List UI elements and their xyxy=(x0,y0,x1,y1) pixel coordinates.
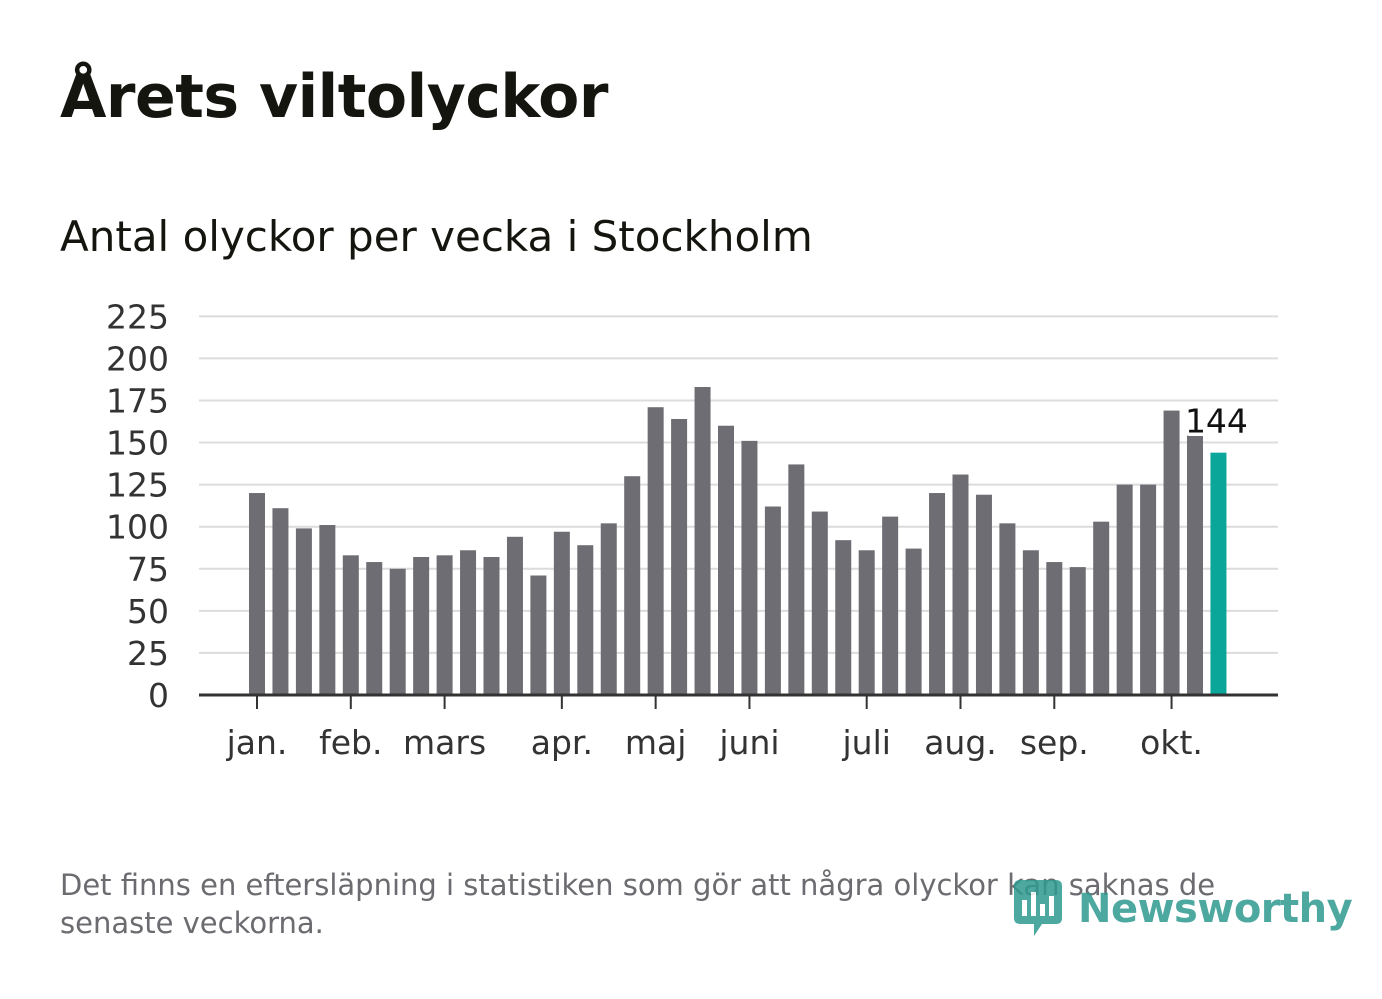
bar xyxy=(413,556,430,695)
bar xyxy=(694,387,711,695)
bar xyxy=(882,516,899,695)
y-tick-label: 50 xyxy=(127,592,169,631)
bar xyxy=(272,508,289,695)
bar xyxy=(835,540,852,695)
x-tick-label: sep. xyxy=(1020,723,1089,762)
newsworthy-logo-icon xyxy=(1014,880,1062,936)
bar xyxy=(718,425,734,695)
x-axis: jan. feb. mars apr. maj juni juli aug. sep. okt. xyxy=(199,693,1278,762)
bar xyxy=(811,511,828,695)
gridlines xyxy=(199,315,1278,654)
newsworthy-logo: Newsworthy xyxy=(1012,878,1353,940)
y-tick-label: 200 xyxy=(106,339,169,378)
bar xyxy=(1022,550,1039,695)
bar xyxy=(249,493,265,695)
bar xyxy=(366,562,383,695)
bars xyxy=(249,387,1227,695)
y-tick-label: 75 xyxy=(127,550,169,589)
bar xyxy=(600,523,617,695)
bar xyxy=(647,407,664,695)
bar xyxy=(1093,521,1110,695)
x-tick-label: mars xyxy=(403,723,486,762)
y-tick-label: 0 xyxy=(148,676,169,715)
x-tick-label: feb. xyxy=(319,723,382,762)
logo-text: Newsworthy xyxy=(1078,886,1353,932)
bar xyxy=(389,568,406,695)
x-tick-label: juli xyxy=(841,723,890,762)
y-tick-label: 100 xyxy=(106,508,169,547)
x-tick-label: maj xyxy=(625,723,687,762)
bar xyxy=(1163,410,1180,695)
chart-title: Årets viltolyckor xyxy=(60,62,609,132)
y-tick-label: 150 xyxy=(106,424,169,463)
bar xyxy=(1046,562,1063,695)
highlight-value-label: 144 xyxy=(1185,402,1248,441)
data-labels: 144 xyxy=(1181,398,1251,444)
bar xyxy=(741,440,758,695)
bar xyxy=(788,464,805,695)
x-tick-label: jan. xyxy=(226,723,288,762)
bar xyxy=(952,474,969,695)
bar xyxy=(999,523,1016,695)
bar xyxy=(530,575,547,695)
bar xyxy=(506,536,523,695)
bar xyxy=(905,548,922,695)
bar xyxy=(342,555,359,695)
bar xyxy=(624,476,641,695)
x-tick-label: okt. xyxy=(1140,723,1203,762)
x-tick-label: juni xyxy=(718,723,779,762)
y-tick-label: 25 xyxy=(127,634,169,673)
x-tick-label: apr. xyxy=(531,723,593,762)
x-tick-label: aug. xyxy=(924,723,997,762)
bar xyxy=(577,545,594,695)
bar xyxy=(858,550,875,695)
y-tick-label: 225 xyxy=(106,297,169,336)
bar xyxy=(1140,484,1157,695)
bar xyxy=(764,506,781,695)
chart-subtitle: Antal olyckor per vecka i Stockholm xyxy=(60,212,813,261)
bar xyxy=(1187,434,1203,695)
bar xyxy=(483,556,500,695)
bar-highlight xyxy=(1210,452,1227,695)
bar xyxy=(436,555,453,695)
bar xyxy=(975,494,992,695)
bar xyxy=(671,418,688,695)
bar xyxy=(295,528,312,695)
bar xyxy=(319,525,336,695)
bar xyxy=(929,493,946,695)
bar xyxy=(460,550,477,695)
y-tick-label: 175 xyxy=(106,381,169,420)
y-tick-label: 125 xyxy=(106,466,169,505)
bar xyxy=(553,531,570,695)
bar xyxy=(1116,484,1133,695)
bar xyxy=(1069,567,1086,695)
